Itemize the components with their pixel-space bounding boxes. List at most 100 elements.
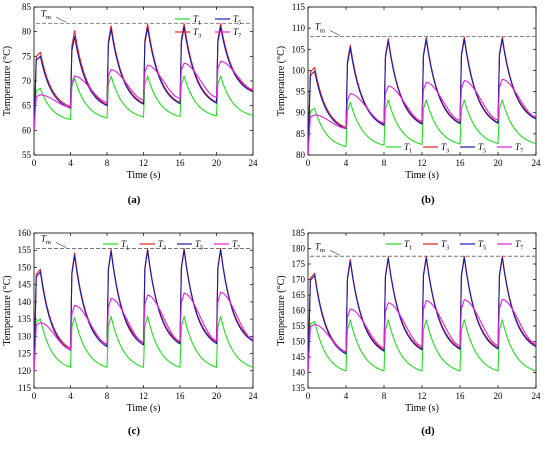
x-tick-label: 8 [105,158,110,168]
x-tick-label: 12 [418,158,427,168]
x-tick-label: 4 [344,158,349,168]
x-tick-label: 24 [249,158,259,168]
series-line-t5 [308,257,536,373]
x-axis-label: Time (s) [127,170,161,181]
y-tick-label: 145 [292,352,306,362]
legend-label-t5: T5 [195,239,203,252]
y-tick-label: 105 [292,44,306,54]
y-tick-label: 95 [296,87,306,97]
y-tick-label: 155 [292,321,306,331]
legend: T1 T3 T5 T7 [103,239,240,252]
y-tick-label: 140 [18,297,32,307]
y-tick-label: 70 [22,76,32,86]
y-tick-label: 55 [22,150,32,160]
y-tick-label: 75 [22,51,32,61]
y-axis-label: Temperature (°C) [276,275,287,345]
y-tick-label: 80 [296,150,306,160]
y-tick-label: 125 [18,349,32,359]
x-tick-label: 20 [212,391,222,401]
y-tick-label: 170 [292,275,306,285]
y-tick-label: 135 [18,314,32,324]
x-axis-label: Time (s) [127,403,161,414]
legend-label-t1: T1 [193,14,201,27]
y-tick-label: 65 [22,101,32,111]
y-tick-label: 140 [292,368,306,378]
tm-label: Tm [41,8,51,21]
x-tick-label: 0 [32,391,37,401]
x-tick-label: 24 [532,158,542,168]
y-tick-label: 160 [292,306,306,316]
legend: T1 T3 T5 T7 [386,239,523,252]
x-tick-label: 16 [176,158,186,168]
x-tick-label: 12 [139,158,148,168]
legend-label-t1: T1 [404,142,412,155]
chart-panel-d: 0 4 8 12 16 20 24 135 140 145 150 155 160 165 170 175 18… [276,228,541,437]
x-tick-label: 12 [139,391,148,401]
series-line-t5 [34,249,253,371]
panel-caption: (b) [421,194,435,206]
y-tick-label: 60 [22,125,32,135]
series-line-t1 [34,315,253,371]
x-tick-label: 8 [382,391,387,401]
x-axis-label: Time (s) [405,403,439,414]
y-axis-label: Temperature (°C) [2,275,13,345]
y-tick-label: 110 [292,23,306,33]
y-tick-label: 150 [18,262,32,272]
x-tick-label: 4 [344,391,349,401]
x-tick-label: 8 [382,158,387,168]
legend-label-t3: T3 [441,142,449,155]
series-line-t3 [308,255,536,373]
tm-label: Tm [315,22,325,35]
legend-label-t7: T7 [233,27,241,40]
y-tick-label: 175 [292,259,306,269]
tm-label: Tm [41,234,51,247]
panel-caption: (d) [421,425,435,437]
legend-label-t5: T5 [233,14,241,27]
chart-panel-b: 0 4 8 12 16 20 24 80 85 90 95 100 105 110 115 Time (s) T… [276,2,541,206]
legend-label-t1: T1 [121,239,129,252]
legend-label-t7: T7 [515,142,523,155]
tm-arrow [55,17,67,23]
y-axis-label: Temperature (°C) [276,46,287,116]
tm-arrow [329,30,341,36]
y-tick-label: 115 [18,383,32,393]
tm-arrow [329,249,341,256]
legend-label-t7: T7 [232,239,240,252]
x-tick-label: 12 [418,391,427,401]
y-tick-label: 80 [22,27,32,37]
y-tick-label: 165 [292,290,306,300]
chart-panel-a: 0 4 8 12 16 20 24 55 60 65 70 75 80 85 Time (s) Tempera… [2,2,258,206]
x-axis-label: Time (s) [405,170,439,181]
y-tick-label: 120 [18,366,32,376]
series-line-t5 [34,26,253,131]
x-tick-label: 0 [32,158,37,168]
panel-caption: (c) [128,425,141,437]
legend: T1 T5 T3 T7 [175,14,241,40]
x-tick-label: 8 [105,391,110,401]
x-tick-label: 20 [212,158,222,168]
legend-label-t3: T3 [441,239,449,252]
legend-label-t1: T1 [404,239,412,252]
y-tick-label: 85 [296,129,306,139]
x-tick-label: 24 [249,391,259,401]
x-tick-label: 0 [306,158,311,168]
series-line-t7 [34,291,253,371]
legend: T1 T3 T5 T7 [386,142,523,155]
series-line-t1 [308,319,536,373]
series-line-t7 [308,78,536,155]
series-line-t1 [308,99,536,155]
y-tick-label: 155 [18,245,32,255]
legend-label-t7: T7 [515,239,523,252]
legend-label-t5: T5 [478,142,486,155]
y-tick-label: 150 [292,337,306,347]
series-line-t1 [34,75,253,131]
y-tick-label: 145 [18,280,32,290]
x-tick-label: 4 [68,158,73,168]
x-tick-label: 24 [532,391,542,401]
y-tick-label: 130 [18,331,32,341]
y-tick-label: 115 [292,2,306,12]
panel-caption: (a) [128,194,141,206]
tm-arrow [55,242,67,248]
x-tick-label: 0 [306,391,311,401]
